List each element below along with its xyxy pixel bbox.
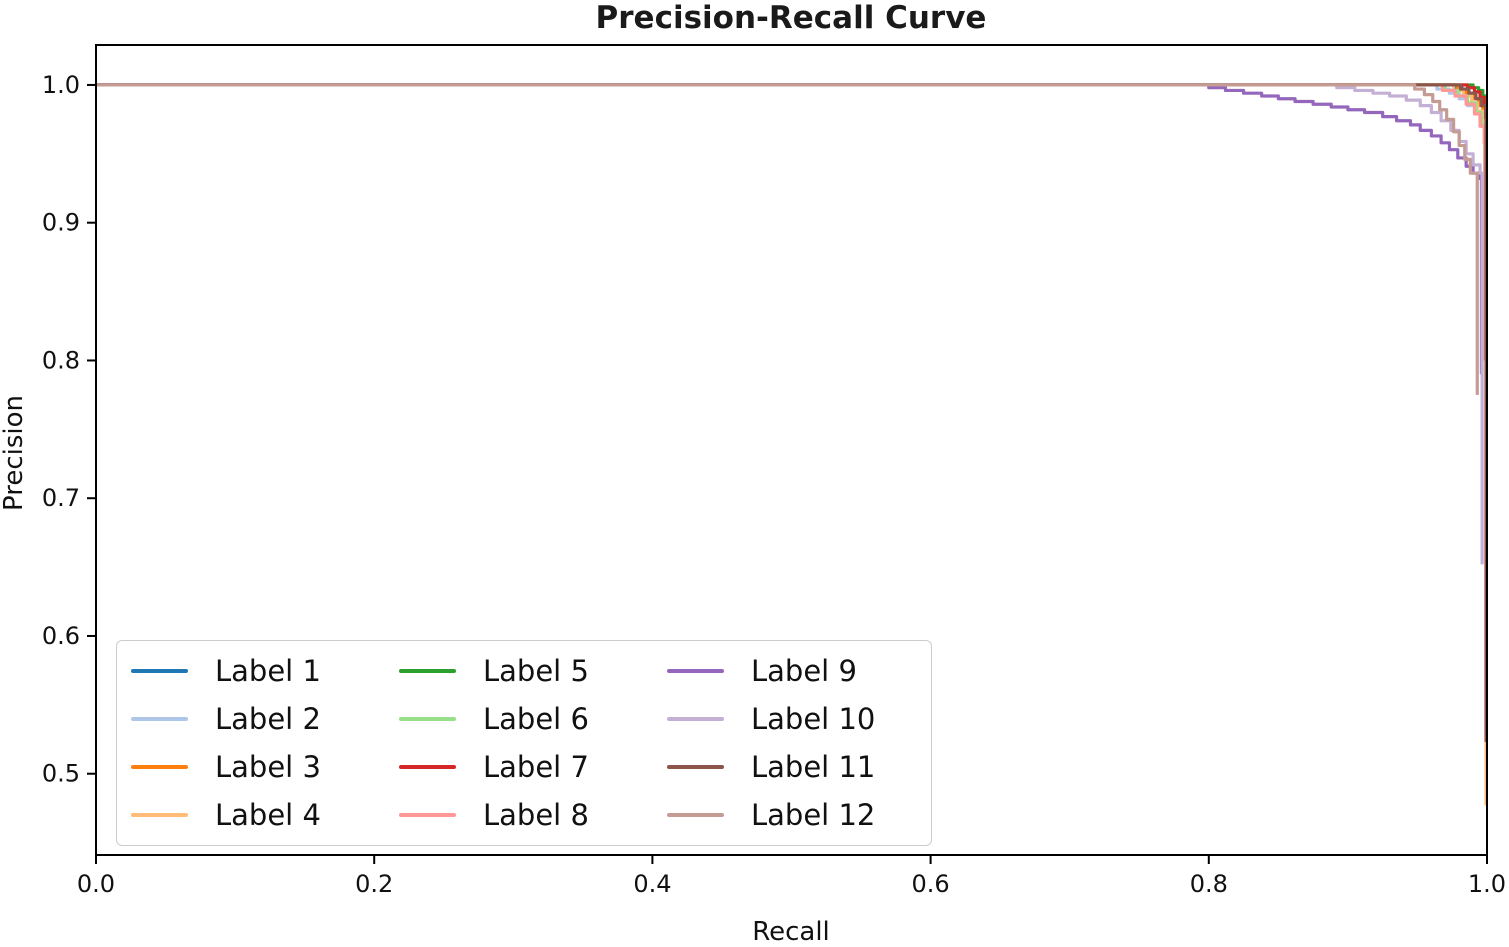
legend-label: Label 3 bbox=[215, 750, 321, 784]
legend-item-label-5: Label 5 bbox=[399, 647, 667, 695]
legend-line-swatch bbox=[399, 813, 456, 817]
x-axis-ticks: 0.0 0.2 0.4 0.6 0.8 1.0 bbox=[77, 855, 1506, 898]
legend-item-label-9: Label 9 bbox=[667, 647, 935, 695]
pr-curve-label-11 bbox=[96, 83, 1487, 743]
legend-label: Label 2 bbox=[215, 702, 321, 736]
pr-curve-label-10 bbox=[96, 83, 1484, 565]
x-tick-label: 0.4 bbox=[633, 870, 671, 898]
legend-line-swatch bbox=[667, 813, 724, 817]
legend-item-label-10: Label 10 bbox=[667, 695, 935, 743]
x-axis-label: Recall bbox=[752, 917, 830, 947]
legend-label: Label 10 bbox=[751, 702, 876, 736]
pr-curve-label-7 bbox=[96, 83, 1487, 196]
pr-curve-label-1 bbox=[96, 83, 1487, 182]
legend-line-swatch bbox=[399, 765, 456, 769]
y-tick-label: 0.8 bbox=[42, 346, 80, 374]
series-group bbox=[96, 83, 1487, 806]
x-tick-label: 0.8 bbox=[1190, 870, 1228, 898]
legend-item-label-1: Label 1 bbox=[131, 647, 399, 695]
legend-label: Label 12 bbox=[751, 798, 876, 832]
x-tick-label: 0.2 bbox=[355, 870, 393, 898]
legend-label: Label 9 bbox=[751, 654, 857, 688]
legend-item-label-6: Label 6 bbox=[399, 695, 667, 743]
chart-title: Precision-Recall Curve bbox=[596, 0, 987, 36]
pr-curve-label-12 bbox=[96, 83, 1479, 395]
y-tick-label: 0.6 bbox=[42, 622, 80, 650]
legend-line-swatch bbox=[667, 669, 724, 673]
pr-curve-label-6 bbox=[96, 83, 1487, 292]
pr-curve-label-8 bbox=[96, 83, 1487, 361]
y-tick-label: 0.7 bbox=[42, 484, 80, 512]
y-axis-ticks: 0.5 0.6 0.7 0.8 0.9 1.0 bbox=[42, 71, 96, 788]
legend-label: Label 8 bbox=[483, 798, 589, 832]
legend-line-swatch bbox=[667, 765, 724, 769]
legend-item-label-12: Label 12 bbox=[667, 791, 935, 839]
legend-line-swatch bbox=[399, 669, 456, 673]
legend-label: Label 11 bbox=[751, 750, 876, 784]
legend-label: Label 5 bbox=[483, 654, 589, 688]
legend-item-label-7: Label 7 bbox=[399, 743, 667, 791]
legend-item-label-8: Label 8 bbox=[399, 791, 667, 839]
legend-label: Label 7 bbox=[483, 750, 589, 784]
legend-line-swatch bbox=[131, 813, 188, 817]
legend-item-label-11: Label 11 bbox=[667, 743, 935, 791]
legend-label: Label 4 bbox=[215, 798, 321, 832]
y-tick-label: 0.9 bbox=[42, 209, 80, 237]
x-tick-label: 1.0 bbox=[1468, 870, 1506, 898]
legend-line-swatch bbox=[131, 717, 188, 721]
y-axis-label: Precision bbox=[0, 395, 29, 511]
legend-line-swatch bbox=[131, 669, 188, 673]
axes-spines bbox=[95, 44, 1488, 856]
legend: Label 1 Label 2 Label 3 Label 4 Label 5 Label… bbox=[116, 640, 932, 846]
pr-curve-label-2 bbox=[96, 83, 1487, 223]
pr-curve-label-9 bbox=[96, 83, 1484, 375]
legend-label: Label 6 bbox=[483, 702, 589, 736]
y-tick-label: 0.5 bbox=[42, 760, 80, 788]
legend-line-swatch bbox=[667, 717, 724, 721]
x-tick-label: 0.0 bbox=[77, 870, 115, 898]
legend-label: Label 1 bbox=[215, 654, 321, 688]
legend-item-label-3: Label 3 bbox=[131, 743, 399, 791]
x-tick-label: 0.6 bbox=[912, 870, 950, 898]
legend-item-label-2: Label 2 bbox=[131, 695, 399, 743]
legend-line-swatch bbox=[131, 765, 188, 769]
y-tick-label: 1.0 bbox=[42, 71, 80, 99]
pr-curve-label-3 bbox=[96, 83, 1487, 251]
legend-item-label-4: Label 4 bbox=[131, 791, 399, 839]
legend-line-swatch bbox=[399, 717, 456, 721]
